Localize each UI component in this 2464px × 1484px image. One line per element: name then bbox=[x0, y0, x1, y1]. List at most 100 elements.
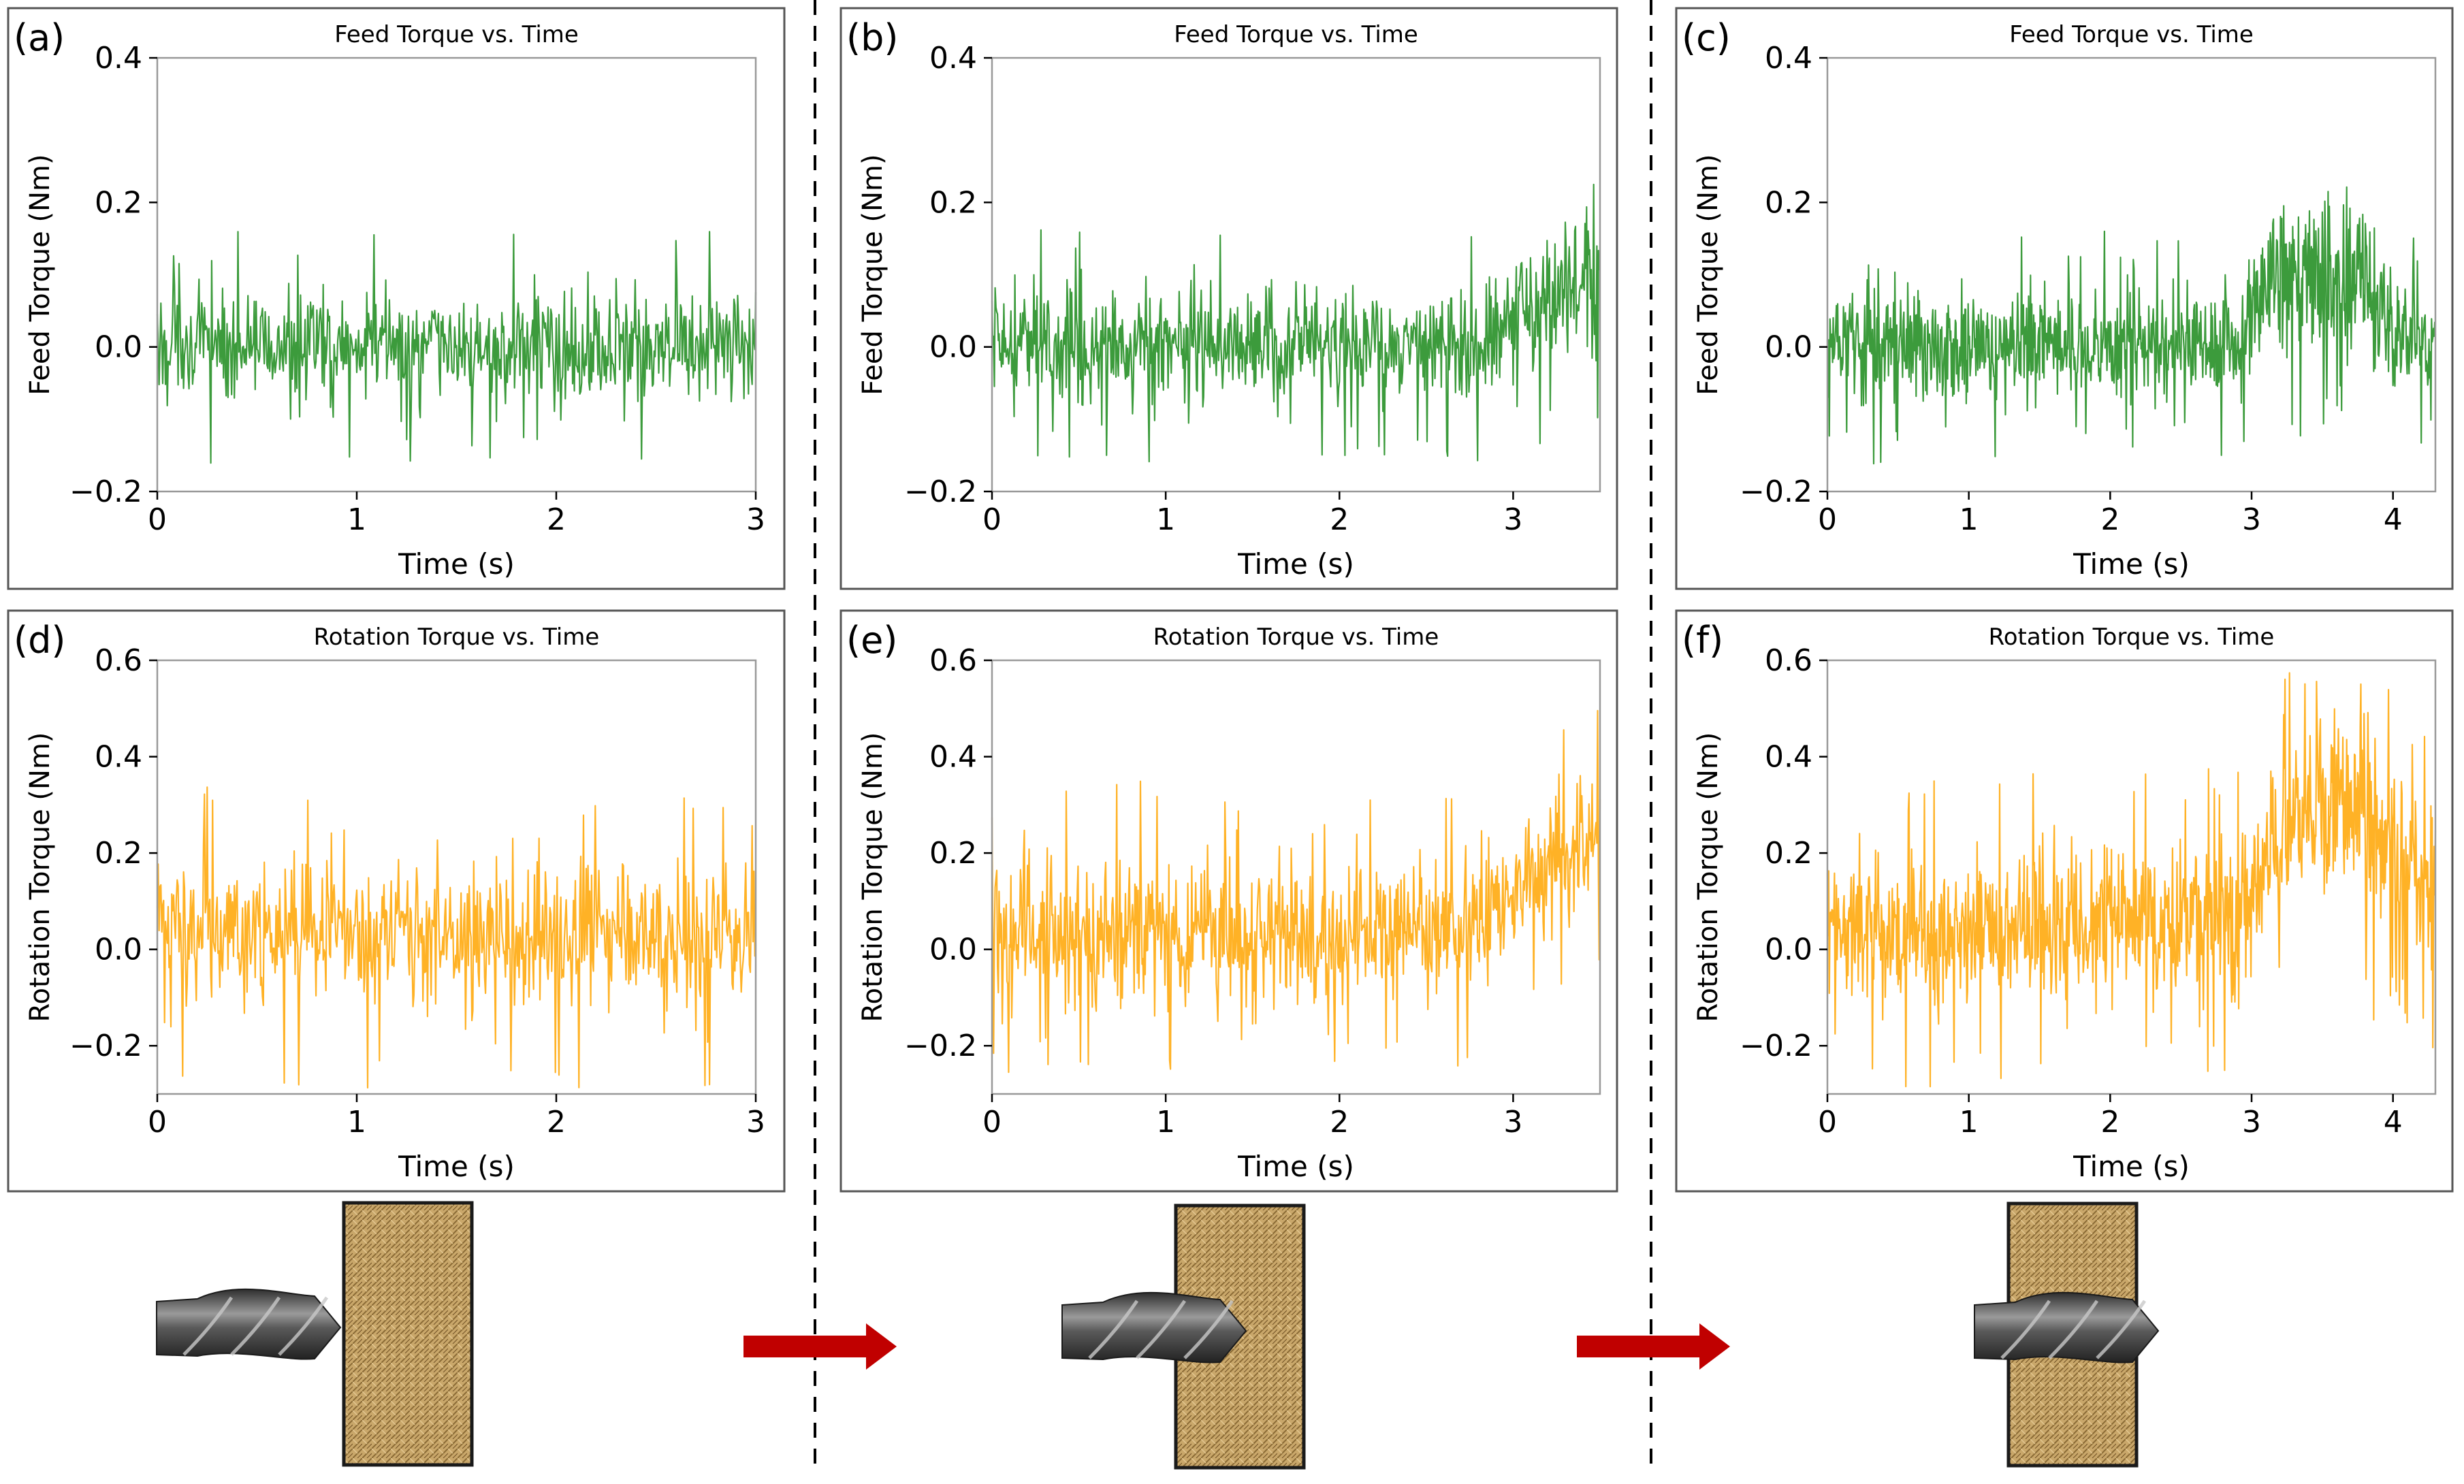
plot-axes-box bbox=[1826, 57, 2437, 493]
x-tick-label: 2 bbox=[2100, 502, 2119, 537]
drill-bit-icon bbox=[156, 1288, 342, 1360]
x-axis-label: Time (s) bbox=[1237, 547, 1354, 581]
y-axis-label: Rotation Torque (Nm) bbox=[25, 732, 56, 1022]
y-tick-label: −0.2 bbox=[1740, 1029, 1812, 1063]
chart-panel-c: 0 1 2 3 4 −0.2 0.0 0.2 0.4 Feed Torque vs. Time (c… bbox=[1675, 7, 2454, 590]
y-tick-label: −0.2 bbox=[69, 474, 142, 509]
plot-axes-box bbox=[156, 659, 757, 1095]
chart-title: Rotation Torque vs. Time bbox=[1153, 624, 1439, 651]
chart-panel-b: 0 1 2 3 −0.2 0.0 0.2 0.4 Feed Torque vs. Time (b)… bbox=[839, 7, 1618, 590]
y-tick-label: 0.2 bbox=[929, 185, 977, 220]
x-axis-label: Time (s) bbox=[398, 547, 515, 581]
x-tick-label: 0 bbox=[148, 502, 167, 537]
plot-axes-box bbox=[991, 659, 1601, 1095]
y-tick-label: 0.4 bbox=[95, 41, 142, 76]
y-tick-label: 0.2 bbox=[1765, 185, 1812, 220]
plot-axes-box bbox=[1826, 659, 2437, 1095]
panel-label: (d) bbox=[14, 619, 65, 662]
panel-label: (e) bbox=[846, 619, 897, 662]
chart-title: Feed Torque vs. Time bbox=[2009, 21, 2254, 48]
series-line-feed-torque bbox=[991, 183, 1601, 463]
x-tick-label: 0 bbox=[982, 1105, 1002, 1140]
x-tick-label: 1 bbox=[1156, 502, 1175, 537]
y-axis-label: Rotation Torque (Nm) bbox=[1693, 732, 1724, 1022]
x-tick-label: 4 bbox=[2384, 502, 2403, 537]
y-tick-label: 0.6 bbox=[929, 643, 977, 678]
chart-panel-e: 0 1 2 3 −0.2 0.0 0.2 0.4 0.6 Rotation Torque vs. … bbox=[839, 609, 1618, 1193]
x-tick-label: 1 bbox=[1959, 1105, 1979, 1140]
plot-axes-box bbox=[156, 57, 757, 493]
y-tick-label: −0.2 bbox=[904, 474, 977, 509]
y-axis-label: Feed Torque (Nm) bbox=[857, 154, 889, 395]
series-line-feed-torque bbox=[156, 231, 757, 464]
x-axis-label: Time (s) bbox=[2073, 547, 2190, 581]
series-line-feed-torque bbox=[1826, 186, 2437, 465]
y-tick-label: 0.4 bbox=[1765, 41, 1812, 76]
y-tick-label: −0.2 bbox=[1740, 474, 1812, 509]
x-tick-label: 0 bbox=[148, 1105, 167, 1140]
chart-title: Rotation Torque vs. Time bbox=[1989, 624, 2275, 651]
right-arrow-icon bbox=[1577, 1323, 1730, 1370]
x-tick-label: 2 bbox=[547, 1105, 566, 1140]
chart-panel-f: 0 1 2 3 4 −0.2 0.0 0.2 0.4 0.6 Rotation Torque vs.… bbox=[1675, 609, 2454, 1193]
panel-label: (f) bbox=[1682, 619, 1723, 662]
y-tick-label: −0.2 bbox=[904, 1029, 977, 1063]
x-tick-label: 0 bbox=[982, 502, 1002, 537]
x-axis-label: Time (s) bbox=[1237, 1150, 1354, 1183]
y-tick-label: 0.4 bbox=[95, 740, 142, 775]
x-tick-label: 1 bbox=[347, 1105, 366, 1140]
y-tick-label: 0.2 bbox=[1765, 836, 1812, 871]
y-tick-label: 0.0 bbox=[95, 933, 142, 967]
x-tick-label: 1 bbox=[347, 502, 366, 537]
x-tick-label: 2 bbox=[547, 502, 566, 537]
y-tick-label: 0.6 bbox=[1765, 643, 1812, 678]
y-tick-label: −0.2 bbox=[69, 1029, 142, 1063]
x-tick-label: 3 bbox=[746, 502, 765, 537]
x-tick-label: 0 bbox=[1818, 1105, 1837, 1140]
y-tick-label: 0.0 bbox=[929, 330, 977, 365]
right-arrow-icon bbox=[743, 1323, 897, 1370]
plot-axes-box bbox=[991, 57, 1601, 493]
y-tick-label: 0.0 bbox=[1765, 933, 1812, 967]
chart-title: Feed Torque vs. Time bbox=[1174, 21, 1418, 48]
y-tick-label: 0.0 bbox=[929, 933, 977, 967]
x-tick-label: 2 bbox=[2100, 1105, 2119, 1140]
x-tick-label: 3 bbox=[746, 1105, 765, 1140]
x-tick-label: 1 bbox=[1959, 502, 1979, 537]
y-axis-label: Rotation Torque (Nm) bbox=[857, 732, 889, 1022]
y-tick-label: 0.6 bbox=[95, 643, 142, 678]
x-tick-label: 3 bbox=[2242, 502, 2261, 537]
x-axis-label: Time (s) bbox=[2073, 1150, 2190, 1183]
y-axis-label: Feed Torque (Nm) bbox=[1693, 154, 1724, 395]
panel-label: (a) bbox=[14, 16, 65, 59]
panel-label: (c) bbox=[1682, 16, 1731, 59]
stage-dividers bbox=[814, 0, 1652, 1464]
x-tick-label: 3 bbox=[2242, 1105, 2261, 1140]
wood-workpiece-icon bbox=[342, 1201, 474, 1467]
x-axis-label: Time (s) bbox=[398, 1150, 515, 1183]
x-tick-label: 4 bbox=[2384, 1105, 2403, 1140]
panel-label: (b) bbox=[846, 16, 898, 59]
y-tick-label: 0.0 bbox=[95, 330, 142, 365]
y-axis-label: Feed Torque (Nm) bbox=[25, 154, 56, 395]
chart-title: Rotation Torque vs. Time bbox=[314, 624, 600, 651]
series-line-rotation-torque bbox=[1826, 672, 2437, 1088]
chart-panel-d: 0 1 2 3 −0.2 0.0 0.2 0.4 0.6 Rotation Torque vs. … bbox=[7, 609, 786, 1193]
drilling-illustration bbox=[156, 1201, 2160, 1470]
y-tick-label: 0.2 bbox=[95, 836, 142, 871]
y-tick-label: 0.4 bbox=[929, 41, 977, 76]
y-tick-label: 0.2 bbox=[929, 836, 977, 871]
chart-title: Feed Torque vs. Time bbox=[334, 21, 579, 48]
chart-panel-a: 0 1 2 3 −0.2 0.0 0.2 0.4 Feed Torque vs. Time (a)… bbox=[7, 7, 786, 590]
drill-bit-icon bbox=[1061, 1291, 1247, 1364]
y-tick-label: 0.0 bbox=[1765, 330, 1812, 365]
x-tick-label: 2 bbox=[1330, 1105, 1349, 1140]
series-line-rotation-torque bbox=[156, 786, 757, 1089]
x-tick-label: 3 bbox=[1503, 1105, 1522, 1140]
x-tick-label: 1 bbox=[1156, 1105, 1175, 1140]
y-tick-label: 0.4 bbox=[929, 740, 977, 775]
panel-frame bbox=[1675, 609, 2454, 1193]
series-line-rotation-torque bbox=[991, 709, 1601, 1074]
